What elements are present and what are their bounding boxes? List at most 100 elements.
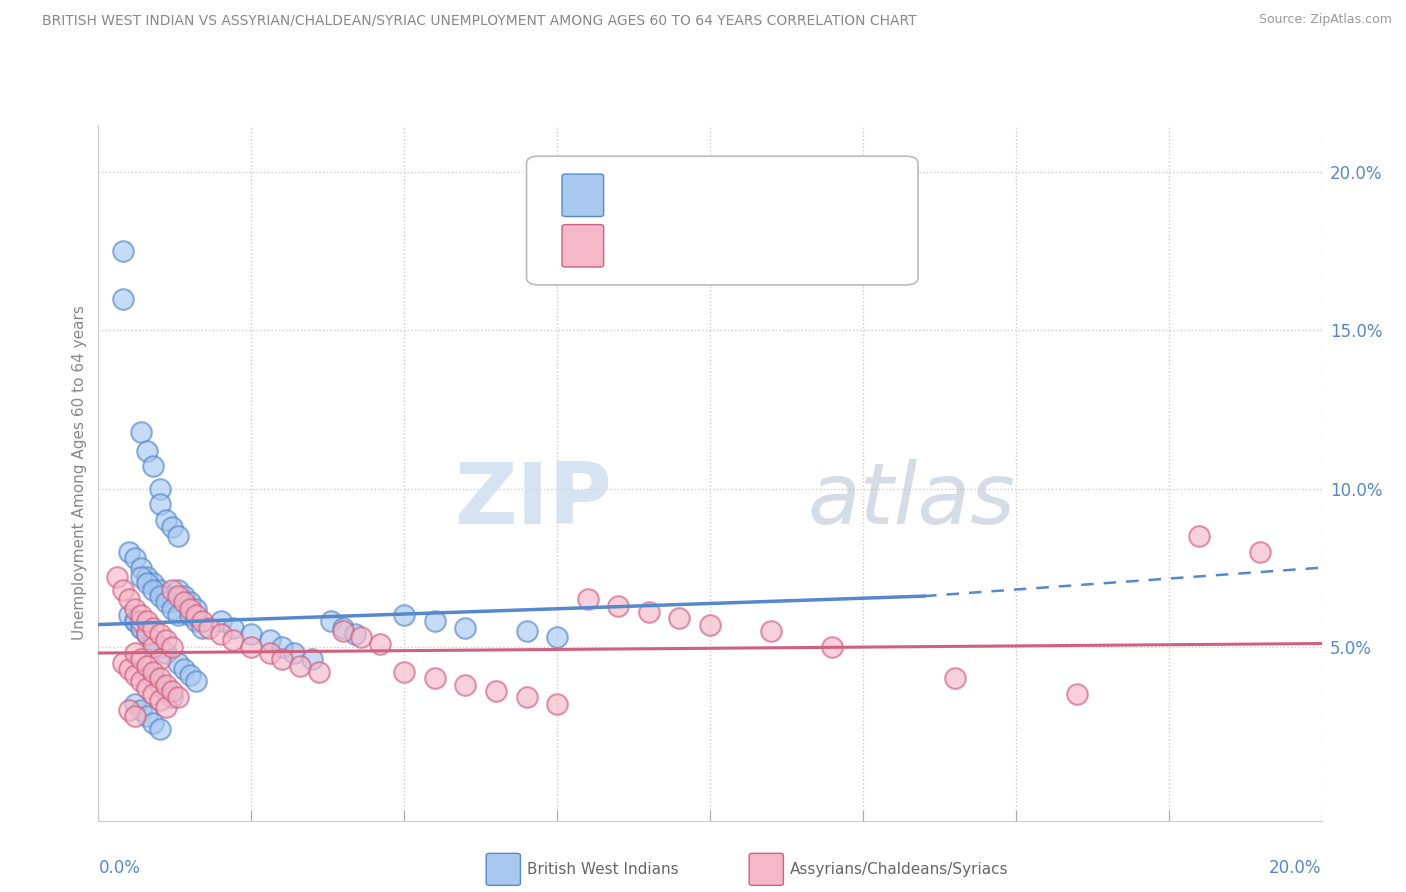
Point xyxy=(136,615,159,629)
Point xyxy=(368,636,391,650)
Point xyxy=(290,658,312,673)
Point xyxy=(129,615,152,629)
Point xyxy=(136,443,159,458)
Point xyxy=(423,671,446,685)
Point xyxy=(118,662,141,676)
Point xyxy=(240,627,263,641)
Point xyxy=(191,621,214,635)
Point xyxy=(546,630,568,644)
Point xyxy=(111,244,134,259)
Point xyxy=(136,627,159,641)
Point xyxy=(167,608,190,623)
Point xyxy=(142,665,165,679)
Point xyxy=(423,615,446,629)
Point xyxy=(637,605,661,619)
Point xyxy=(332,621,354,635)
Point xyxy=(142,459,165,474)
Point xyxy=(222,621,245,635)
Point xyxy=(209,615,232,629)
Text: BRITISH WEST INDIAN VS ASSYRIAN/CHALDEAN/SYRIAC UNEMPLOYMENT AMONG AGES 60 TO 64: BRITISH WEST INDIAN VS ASSYRIAN/CHALDEAN… xyxy=(42,13,917,28)
Point xyxy=(167,589,190,603)
Point xyxy=(129,621,152,635)
Point xyxy=(136,681,159,695)
Point xyxy=(173,662,195,676)
Point xyxy=(155,633,177,648)
Point xyxy=(124,615,146,629)
Text: 0.0%: 0.0% xyxy=(98,859,141,877)
Point xyxy=(111,582,134,597)
Point xyxy=(155,595,177,609)
Point xyxy=(516,624,538,638)
Point xyxy=(142,633,165,648)
Point xyxy=(149,671,172,685)
FancyBboxPatch shape xyxy=(562,225,603,267)
Point xyxy=(160,595,183,609)
Point xyxy=(332,624,354,638)
Point xyxy=(1066,687,1088,701)
Text: atlas: atlas xyxy=(808,459,1017,542)
Point xyxy=(129,674,152,689)
Point xyxy=(167,690,190,705)
Point xyxy=(179,668,201,682)
Point xyxy=(142,671,165,685)
Point xyxy=(124,668,146,682)
Point xyxy=(160,582,183,597)
Point xyxy=(124,709,146,723)
Point xyxy=(160,684,183,698)
Point xyxy=(173,589,195,603)
Point xyxy=(821,640,844,654)
Point xyxy=(160,601,183,615)
Point xyxy=(197,621,219,635)
Point xyxy=(149,589,172,603)
Point xyxy=(149,678,172,692)
Point xyxy=(129,652,152,666)
Point xyxy=(124,615,146,629)
FancyBboxPatch shape xyxy=(486,854,520,886)
Point xyxy=(136,627,159,641)
Point xyxy=(392,608,416,623)
Point xyxy=(155,646,177,660)
Text: Assyrians/Chaldeans/Syriacs: Assyrians/Chaldeans/Syriacs xyxy=(790,862,1008,877)
Point xyxy=(308,665,330,679)
Point xyxy=(129,703,152,717)
Text: R = 0.046   N = 74: R = 0.046 N = 74 xyxy=(619,186,775,204)
Point xyxy=(283,646,305,660)
Point xyxy=(142,576,165,591)
Point xyxy=(136,576,159,591)
Point xyxy=(191,615,214,629)
Point xyxy=(160,519,183,533)
Point xyxy=(576,592,599,607)
Point xyxy=(344,627,367,641)
Point xyxy=(699,617,721,632)
Point xyxy=(142,582,165,597)
Point xyxy=(129,608,152,623)
Point xyxy=(546,697,568,711)
Point xyxy=(142,633,165,648)
Point xyxy=(155,699,177,714)
Point xyxy=(943,671,966,685)
Point xyxy=(259,633,281,648)
Point xyxy=(129,570,152,584)
Text: British West Indians: British West Indians xyxy=(526,862,678,877)
Point xyxy=(1188,529,1211,543)
Point xyxy=(167,529,190,543)
Point xyxy=(179,595,201,609)
Point xyxy=(149,640,172,654)
Point xyxy=(155,678,177,692)
Point xyxy=(155,684,177,698)
Point xyxy=(149,482,172,496)
Point xyxy=(160,690,183,705)
Point xyxy=(209,627,232,641)
Text: R = 0.030   N = 68: R = 0.030 N = 68 xyxy=(619,236,775,255)
Point xyxy=(118,703,141,717)
Point xyxy=(149,722,172,736)
Point xyxy=(270,652,292,666)
FancyBboxPatch shape xyxy=(562,174,603,217)
Point xyxy=(186,601,208,615)
Point xyxy=(124,551,146,566)
Point xyxy=(124,646,146,660)
Point xyxy=(668,611,690,625)
Point xyxy=(129,560,152,574)
Point xyxy=(136,658,159,673)
Point xyxy=(186,615,208,629)
